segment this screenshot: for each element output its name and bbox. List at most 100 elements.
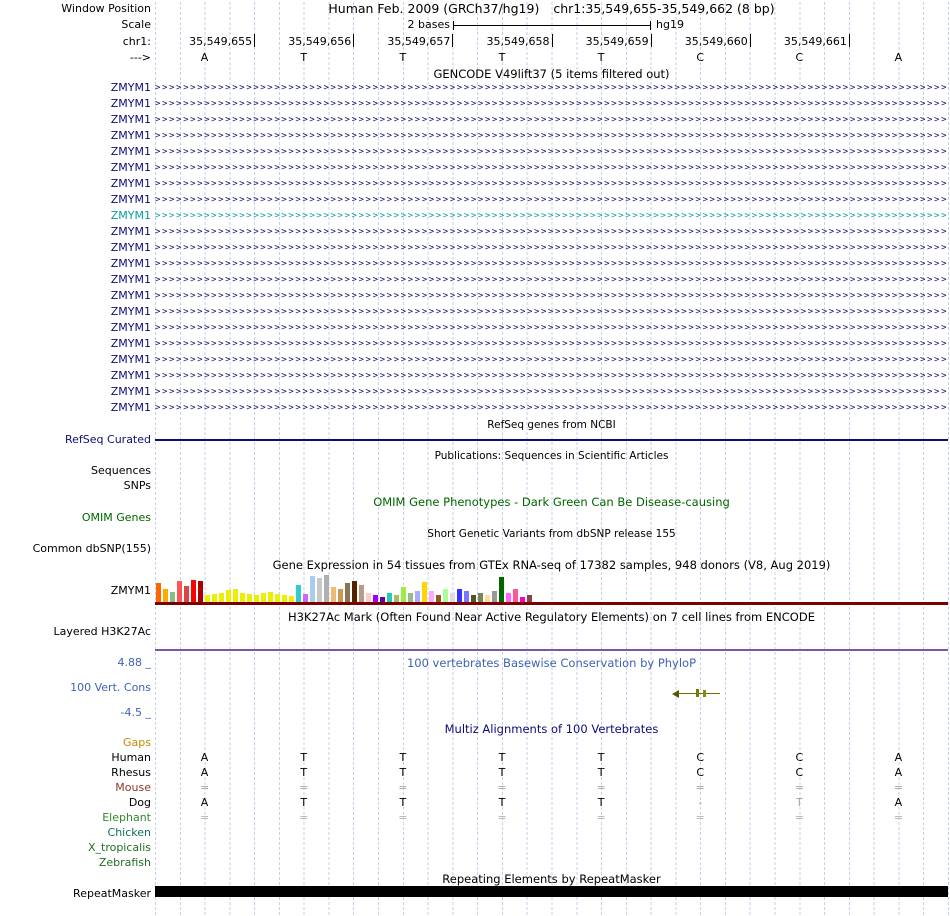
gencode-transcript[interactable]: >>>>>>>>>>>>>>>>>>>>>>>>>>>>>>>>>>>>>>>>… — [155, 195, 948, 205]
multiz-species-label[interactable]: Gaps — [123, 736, 151, 749]
repeatmasker-item[interactable] — [155, 886, 948, 897]
gencode-item-label[interactable]: ZMYM1 — [110, 385, 151, 398]
dbsnp-track-title[interactable]: Short Genetic Variants from dbSNP releas… — [427, 528, 676, 540]
gencode-track-title[interactable]: GENCODE V49lift37 (5 items filtered out) — [433, 67, 670, 81]
gencode-item-label[interactable]: ZMYM1 — [110, 81, 151, 94]
gencode-item-label[interactable]: ZMYM1 — [110, 177, 151, 190]
gtex-tissue-bar[interactable] — [499, 577, 504, 602]
sequences-label[interactable]: Sequences — [91, 464, 151, 477]
refseq-curated-item[interactable] — [155, 439, 948, 441]
gtex-tissue-bar[interactable] — [464, 591, 469, 602]
refseq-track-title[interactable]: RefSeq genes from NCBI — [487, 419, 616, 431]
h3k27ac-label[interactable]: Layered H3K27Ac — [53, 625, 151, 638]
publications-track-title[interactable]: Publications: Sequences in Scientific Ar… — [434, 450, 669, 462]
repeatmasker-label[interactable]: RepeatMasker — [73, 887, 151, 900]
gtex-tissue-bar[interactable] — [331, 587, 336, 602]
gencode-transcript[interactable]: >>>>>>>>>>>>>>>>>>>>>>>>>>>>>>>>>>>>>>>>… — [155, 371, 948, 381]
gencode-transcript[interactable]: >>>>>>>>>>>>>>>>>>>>>>>>>>>>>>>>>>>>>>>>… — [155, 403, 948, 413]
gencode-item-label[interactable]: ZMYM1 — [110, 353, 151, 366]
gtex-tissue-bar[interactable] — [275, 594, 280, 602]
gtex-tissue-bar[interactable] — [422, 582, 427, 602]
gtex-tissue-bar[interactable] — [429, 591, 434, 602]
gtex-tissue-bar[interactable] — [177, 581, 182, 602]
gtex-tissue-bar[interactable] — [387, 593, 392, 602]
gtex-tissue-bar[interactable] — [513, 589, 518, 602]
gtex-tissue-bar[interactable] — [324, 575, 329, 602]
gtex-tissue-bar[interactable] — [527, 595, 532, 602]
gtex-tissue-bar[interactable] — [471, 595, 476, 602]
h3k27ac-track-title[interactable]: H3K27Ac Mark (Often Found Near Active Re… — [288, 610, 815, 624]
gtex-tissue-bar[interactable] — [485, 595, 490, 602]
multiz-species-label[interactable]: Human — [111, 751, 151, 764]
gtex-tissue-bar[interactable] — [520, 597, 525, 602]
gtex-tissue-bar[interactable] — [338, 589, 343, 602]
gencode-item-label[interactable]: ZMYM1 — [110, 337, 151, 350]
gtex-tissue-bar[interactable] — [212, 594, 217, 602]
gencode-item-label[interactable]: ZMYM1 — [110, 129, 151, 142]
gtex-track-title[interactable]: Gene Expression in 54 tissues from GTEx … — [272, 558, 831, 572]
gtex-tissue-bar[interactable] — [380, 597, 385, 602]
gtex-tissue-bar[interactable] — [310, 576, 315, 602]
gtex-tissue-bar[interactable] — [345, 583, 350, 602]
multiz-species-label[interactable]: Chicken — [107, 826, 151, 839]
gencode-transcript[interactable]: >>>>>>>>>>>>>>>>>>>>>>>>>>>>>>>>>>>>>>>>… — [155, 147, 948, 157]
gencode-transcript[interactable]: >>>>>>>>>>>>>>>>>>>>>>>>>>>>>>>>>>>>>>>>… — [155, 323, 948, 333]
gtex-tissue-bar[interactable] — [191, 580, 196, 602]
gtex-tissue-bar[interactable] — [408, 593, 413, 602]
gencode-transcript[interactable]: >>>>>>>>>>>>>>>>>>>>>>>>>>>>>>>>>>>>>>>>… — [155, 163, 948, 173]
gtex-tissue-bar[interactable] — [156, 583, 161, 602]
gtex-tissue-bar[interactable] — [436, 595, 441, 602]
gtex-tissue-bar[interactable] — [289, 596, 294, 602]
gtex-tissue-bar[interactable] — [205, 595, 210, 602]
gtex-tissue-bar[interactable] — [478, 593, 483, 602]
gtex-tissue-bar[interactable] — [317, 578, 322, 602]
refseq-curated-label[interactable]: RefSeq Curated — [65, 433, 151, 446]
gtex-tissue-bar[interactable] — [450, 593, 455, 602]
gencode-transcript[interactable]: >>>>>>>>>>>>>>>>>>>>>>>>>>>>>>>>>>>>>>>>… — [155, 387, 948, 397]
gencode-item-label[interactable]: ZMYM1 — [110, 209, 151, 222]
gencode-transcript[interactable]: >>>>>>>>>>>>>>>>>>>>>>>>>>>>>>>>>>>>>>>>… — [155, 179, 948, 189]
gencode-item-label[interactable]: ZMYM1 — [110, 321, 151, 334]
gtex-tissue-bar[interactable] — [184, 586, 189, 602]
gtex-tissue-bar[interactable] — [492, 591, 497, 602]
gencode-transcript[interactable]: >>>>>>>>>>>>>>>>>>>>>>>>>>>>>>>>>>>>>>>>… — [155, 355, 948, 365]
gencode-transcript[interactable]: >>>>>>>>>>>>>>>>>>>>>>>>>>>>>>>>>>>>>>>>… — [155, 259, 948, 269]
gtex-tissue-bar[interactable] — [233, 589, 238, 602]
gtex-tissue-bar[interactable] — [261, 593, 266, 602]
multiz-species-label[interactable]: Zebrafish — [98, 856, 151, 869]
gencode-transcript[interactable]: >>>>>>>>>>>>>>>>>>>>>>>>>>>>>>>>>>>>>>>>… — [155, 115, 948, 125]
repeatmasker-track-title[interactable]: Repeating Elements by RepeatMasker — [442, 872, 661, 886]
gencode-transcript[interactable]: >>>>>>>>>>>>>>>>>>>>>>>>>>>>>>>>>>>>>>>>… — [155, 131, 948, 141]
gencode-item-label[interactable]: ZMYM1 — [110, 273, 151, 286]
gtex-tissue-bar[interactable] — [240, 593, 245, 602]
gtex-tissue-bar[interactable] — [226, 590, 231, 602]
gencode-item-label[interactable]: ZMYM1 — [110, 289, 151, 302]
phylop-track-title[interactable]: 100 vertebrates Basewise Conservation by… — [406, 656, 697, 670]
gtex-tissue-bar[interactable] — [366, 593, 371, 602]
gtex-tissue-bar[interactable] — [268, 592, 273, 602]
gtex-tissue-bar[interactable] — [443, 589, 448, 602]
multiz-species-label[interactable]: Dog — [128, 796, 151, 809]
omim-genes-label[interactable]: OMIM Genes — [81, 511, 151, 524]
gencode-item-label[interactable]: ZMYM1 — [110, 241, 151, 254]
gencode-transcript[interactable]: >>>>>>>>>>>>>>>>>>>>>>>>>>>>>>>>>>>>>>>>… — [155, 291, 948, 301]
multiz-track-title[interactable]: Multiz Alignments of 100 Vertebrates — [444, 722, 659, 736]
gencode-transcript[interactable]: >>>>>>>>>>>>>>>>>>>>>>>>>>>>>>>>>>>>>>>>… — [155, 339, 948, 349]
snps-label[interactable]: SNPs — [123, 479, 151, 492]
gencode-transcript[interactable]: >>>>>>>>>>>>>>>>>>>>>>>>>>>>>>>>>>>>>>>>… — [155, 227, 948, 237]
common-dbsnp-label[interactable]: Common dbSNP(155) — [32, 542, 151, 555]
gtex-tissue-bar[interactable] — [163, 589, 168, 602]
gencode-item-label[interactable]: ZMYM1 — [110, 97, 151, 110]
gencode-item-label[interactable]: ZMYM1 — [110, 161, 151, 174]
gencode-item-label[interactable]: ZMYM1 — [110, 225, 151, 238]
omim-track-title[interactable]: OMIM Gene Phenotypes - Dark Green Can Be… — [373, 495, 730, 509]
gencode-transcript[interactable]: >>>>>>>>>>>>>>>>>>>>>>>>>>>>>>>>>>>>>>>>… — [155, 243, 948, 253]
gtex-tissue-bar[interactable] — [401, 587, 406, 602]
gtex-tissue-bar[interactable] — [373, 595, 378, 602]
multiz-species-label[interactable]: Mouse — [115, 781, 151, 794]
gencode-item-label[interactable]: ZMYM1 — [110, 257, 151, 270]
gtex-tissue-bar[interactable] — [359, 585, 364, 602]
multiz-species-label[interactable]: X_tropicalis — [87, 841, 151, 854]
gtex-tissue-bar[interactable] — [506, 593, 511, 602]
gtex-tissue-bar[interactable] — [247, 594, 252, 602]
